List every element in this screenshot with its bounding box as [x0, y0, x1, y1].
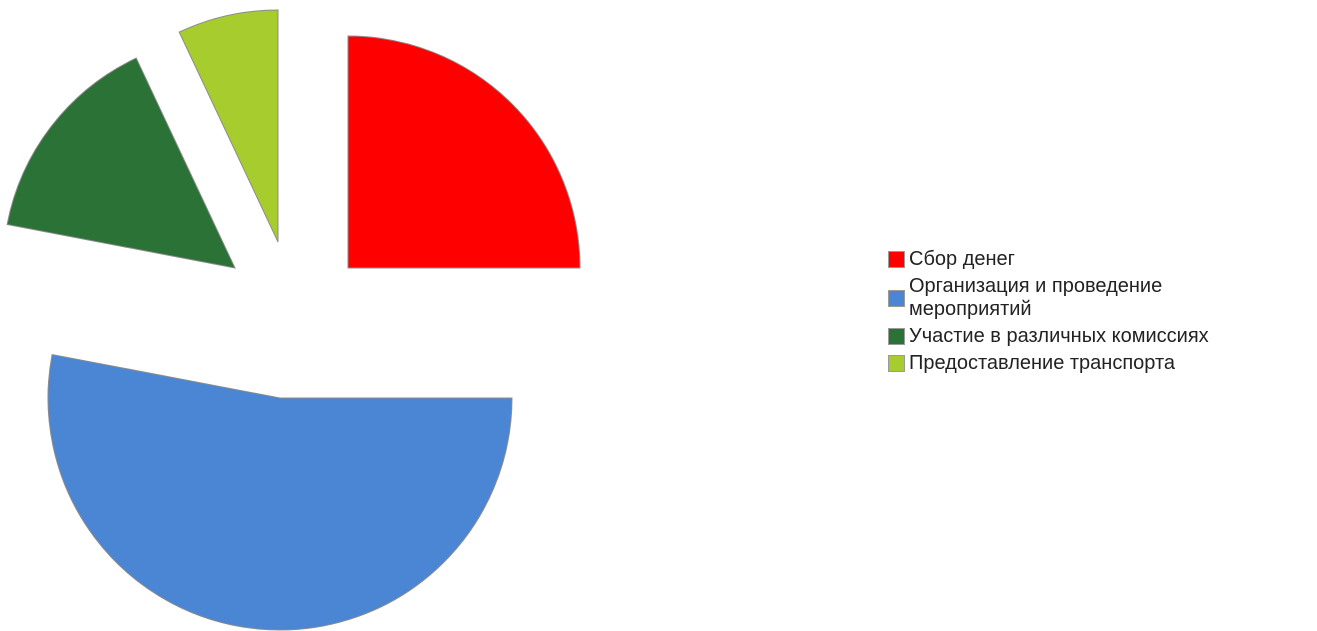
pie-slice-predostavlenie — [178, 9, 279, 243]
legend-label: Сбор денег — [909, 248, 1015, 270]
pie-slice-organizatsiya — [47, 353, 513, 631]
legend-item-organizatsiya: Организация и проведение мероприятий — [888, 275, 1313, 321]
legend-swatch — [888, 355, 905, 372]
pie-slice-sbor-deneg — [347, 35, 581, 269]
legend-swatch — [888, 251, 905, 268]
legend-swatch — [888, 289, 905, 307]
legend-item-sbor-deneg: Сбор денег — [888, 248, 1313, 271]
pie-slice-uchastie — [6, 57, 236, 269]
pie-slices — [6, 9, 581, 631]
legend-label: Предоставление транспорта — [909, 352, 1176, 374]
legend-item-predostavlenie: Предоставление транспорта — [888, 352, 1313, 375]
legend-label: Участие в различных комиссиях — [909, 325, 1209, 347]
legend-item-uchastie: Участие в различных комиссиях — [888, 325, 1313, 348]
legend-label: Организация и проведение мероприятий — [909, 275, 1163, 320]
chart-legend: Сбор денег Организация и проведение меро… — [888, 248, 1313, 379]
legend-swatch — [888, 328, 905, 345]
